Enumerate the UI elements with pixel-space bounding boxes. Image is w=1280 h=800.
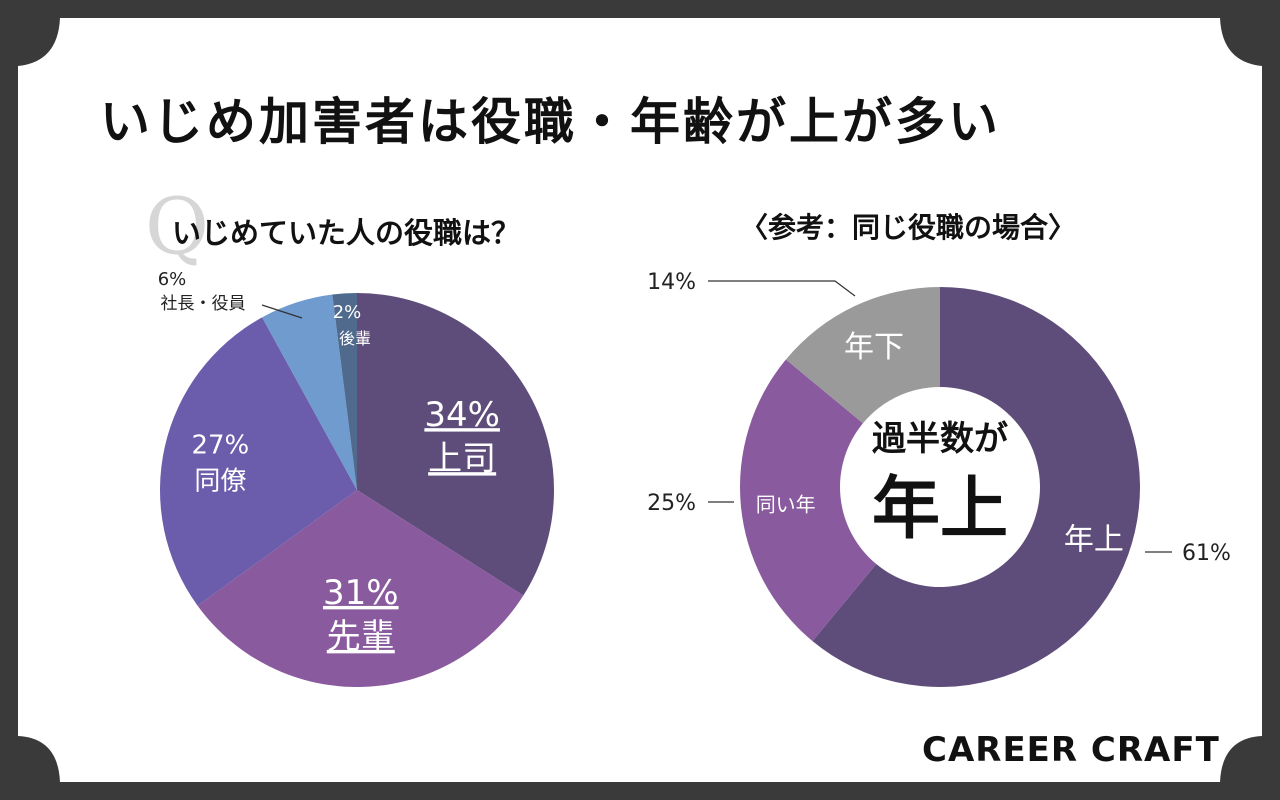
pie-slice-2 [159, 317, 357, 606]
pie-value-label-4: 2% [333, 302, 362, 323]
pie-slice-0 [357, 293, 554, 596]
donut-category-label-2: 年下 [844, 330, 904, 365]
leader-line-3 [261, 304, 303, 319]
donut-slice-1 [740, 359, 877, 642]
pie-value-label-2: 27% [191, 430, 249, 460]
pie-category-label-4: 後輩 [339, 329, 371, 348]
pie-slice-4 [332, 293, 357, 490]
pie-category-label-1: 先輩 [327, 617, 395, 657]
donut-value-label-0: 61% [1182, 541, 1231, 566]
pie-category-label-2: 同僚 [194, 466, 246, 496]
brand-logo: CAREER CRAFT [922, 730, 1220, 770]
donut-center-line-1: 過半数が [872, 419, 1008, 459]
donut-leader-2 [708, 280, 856, 297]
donut-value-label-2: 14% [647, 270, 696, 295]
donut-value-label-1: 25% [647, 491, 696, 516]
page-title: いじめ加害者は役職・年齢が上が多い [100, 93, 1001, 151]
pie-value-label-1: 31% [323, 573, 399, 613]
donut-category-label-0: 年上 [1064, 523, 1124, 558]
donut-category-label-1: 同い年 [756, 493, 816, 517]
right-chart-title: 〈参考：同じ役職の場合〉 [740, 211, 1077, 244]
pie-value-label-3: 6% [158, 269, 187, 290]
donut-center-line-2: 年上 [872, 470, 1008, 549]
donut-slice-2 [785, 287, 940, 424]
pie-category-label-0: 上司 [428, 439, 496, 479]
pie-value-label-0: 34% [424, 395, 500, 435]
pie-slice-1 [197, 490, 524, 687]
pie-slice-3 [262, 294, 357, 490]
q-mark-icon: Q [145, 182, 209, 272]
donut-slice-0 [812, 287, 1140, 687]
pie-category-label-3: 社長・役員 [161, 294, 246, 314]
left-chart-title: いじめていた人の役職は？ [172, 216, 521, 250]
